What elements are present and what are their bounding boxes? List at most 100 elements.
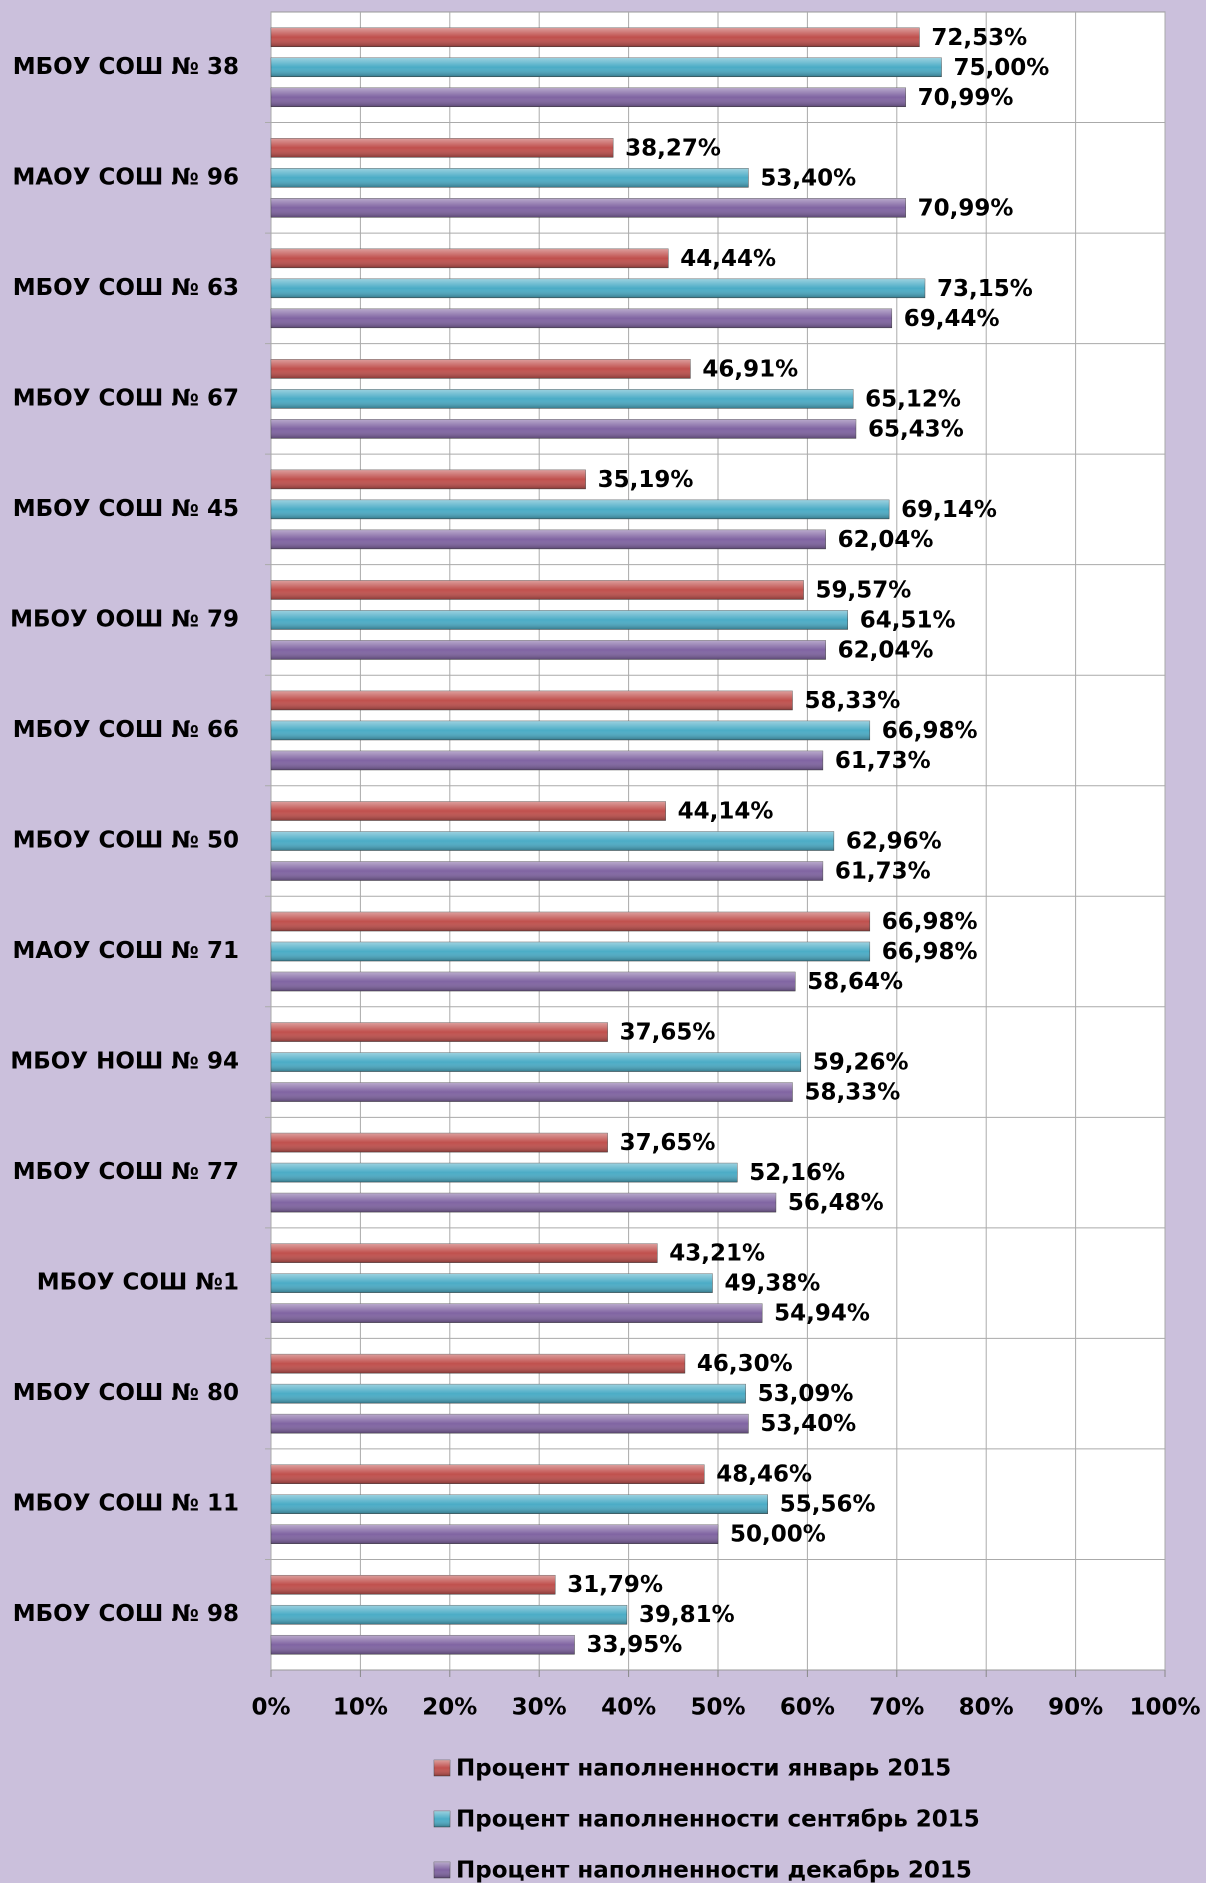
bar-shine [271, 27, 920, 47]
data-label: 70,99% [918, 85, 1014, 111]
data-label: 66,98% [882, 939, 978, 965]
bar-shine [271, 1273, 713, 1293]
data-label: 37,65% [620, 1020, 716, 1046]
bar-shine [271, 1303, 763, 1323]
bar-shine [271, 419, 856, 439]
bar-shine [271, 720, 870, 740]
data-label: 58,33% [804, 1080, 900, 1106]
data-label: 64,51% [860, 607, 956, 633]
data-label: 38,27% [625, 135, 721, 161]
data-label: 44,44% [680, 246, 776, 272]
bar-shine [271, 57, 942, 77]
data-label: 52,16% [749, 1160, 845, 1186]
bar-shine [271, 87, 906, 107]
y-tick-label: МБОУ СОШ № 67 [13, 385, 239, 411]
bar-shine [271, 690, 793, 710]
bar-shine [271, 1022, 608, 1042]
y-tick-label: МБОУ СОШ № 66 [13, 717, 239, 743]
y-tick-label: МАОУ СОШ № 71 [12, 938, 239, 964]
bar-shine [271, 580, 804, 600]
data-label: 62,04% [838, 527, 934, 553]
bar-shine [271, 168, 749, 188]
x-tick-label: 60% [780, 1695, 835, 1721]
data-label: 72,53% [931, 25, 1027, 51]
data-label: 66,98% [882, 718, 978, 744]
data-label: 43,21% [669, 1241, 765, 1267]
data-label: 66,98% [882, 909, 978, 935]
bar-shine [271, 1464, 705, 1484]
bar-shine [271, 640, 826, 660]
bar-shine [271, 499, 890, 519]
bar-shine [271, 1575, 556, 1595]
data-label: 53,40% [760, 1411, 856, 1437]
data-label: 75,00% [954, 55, 1050, 81]
data-label: 73,15% [937, 276, 1033, 302]
data-label: 69,14% [901, 497, 997, 523]
data-label: 59,57% [816, 577, 912, 603]
data-label: 69,44% [904, 306, 1000, 332]
bar-shine [271, 801, 666, 821]
legend-swatch-shine [434, 1760, 450, 1776]
data-label: 65,43% [868, 416, 964, 442]
bar-shine [271, 1414, 749, 1434]
y-tick-label: МАОУ СОШ № 96 [12, 164, 239, 190]
y-tick-label: МБОУ СОШ № 45 [13, 496, 239, 522]
data-label: 53,40% [760, 165, 856, 191]
bar-shine [271, 469, 586, 489]
y-tick-label: МБОУ ООШ № 79 [10, 606, 239, 632]
bar-shine [271, 861, 823, 881]
x-tick-label: 50% [690, 1695, 745, 1721]
data-label: 61,73% [835, 859, 931, 885]
data-label: 61,73% [835, 748, 931, 774]
bar-shine [271, 1163, 738, 1183]
data-label: 53,09% [758, 1381, 854, 1407]
y-tick-label: МБОУ СОШ № 63 [13, 275, 239, 301]
bar-shine [271, 1524, 718, 1544]
x-tick-label: 40% [601, 1695, 656, 1721]
bar-shine [271, 1354, 685, 1374]
x-tick-label: 10% [333, 1695, 388, 1721]
bar-shine [271, 1243, 658, 1263]
data-label: 33,95% [587, 1632, 683, 1658]
y-tick-label: МБОУ НОШ № 94 [10, 1049, 239, 1075]
bar-shine [271, 1635, 575, 1655]
data-label: 56,48% [788, 1190, 884, 1216]
bar-shine [271, 278, 925, 298]
x-tick-label: 0% [251, 1695, 290, 1721]
bar-shine [271, 1052, 801, 1072]
data-label: 49,38% [724, 1271, 820, 1297]
bar-shine [271, 1133, 608, 1153]
bar-shine [271, 831, 834, 851]
bar-shine [271, 1082, 793, 1102]
data-label: 58,64% [807, 969, 903, 995]
y-tick-label: МБОУ СОШ № 98 [13, 1601, 239, 1627]
bar-shine [271, 1605, 627, 1625]
y-tick-label: МБОУ СОШ № 77 [13, 1159, 239, 1185]
data-label: 48,46% [716, 1462, 812, 1488]
y-tick-label: МБОУ СОШ № 11 [13, 1491, 239, 1517]
data-label: 35,19% [598, 467, 694, 493]
bar-shine [271, 610, 848, 630]
y-tick-label: МБОУ СОШ №1 [37, 1270, 239, 1296]
x-tick-label: 80% [959, 1695, 1014, 1721]
legend-swatch-shine [434, 1811, 450, 1827]
legend-swatch-shine [434, 1862, 450, 1878]
data-label: 70,99% [918, 195, 1014, 221]
bar-shine [271, 1494, 768, 1514]
bar-shine [271, 138, 614, 158]
bar-shine [271, 389, 854, 409]
x-tick-label: 100% [1129, 1695, 1200, 1721]
bar-shine [271, 972, 796, 992]
bar-shine [271, 1384, 746, 1404]
data-label: 46,91% [702, 356, 798, 382]
data-label: 62,04% [838, 637, 934, 663]
data-label: 59,26% [813, 1050, 909, 1076]
bar-shine [271, 359, 691, 379]
data-label: 44,14% [678, 799, 774, 825]
data-label: 46,30% [697, 1351, 793, 1377]
x-tick-label: 20% [422, 1695, 477, 1721]
legend-label: Процент наполненности январь 2015 [456, 1756, 951, 1782]
y-tick-label: МБОУ СОШ № 50 [13, 828, 239, 854]
bar-shine [271, 248, 669, 268]
